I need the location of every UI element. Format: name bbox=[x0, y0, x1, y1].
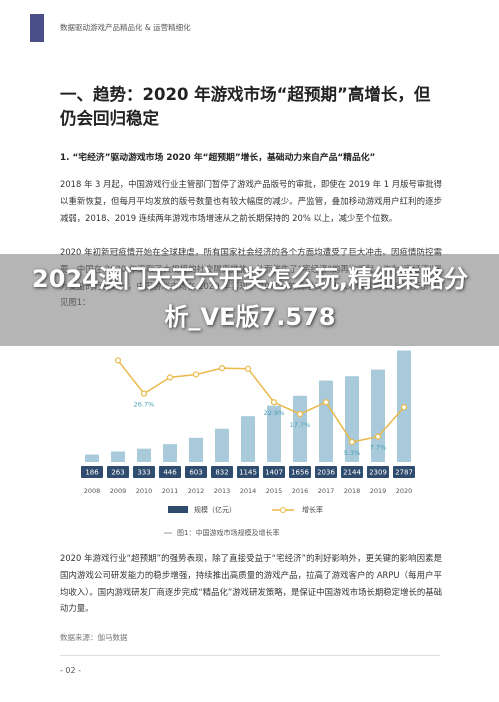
growth-point bbox=[192, 371, 200, 378]
x-tick-label: 2020 bbox=[396, 487, 413, 495]
x-tick-label: 2011 bbox=[162, 487, 179, 495]
growth-label: 17.7% bbox=[290, 421, 311, 429]
growth-label: 22.9% bbox=[264, 409, 285, 417]
value-label: 832 bbox=[215, 469, 228, 477]
value-label: 2787 bbox=[395, 469, 413, 477]
bar bbox=[215, 428, 229, 462]
growth-point bbox=[166, 374, 174, 381]
growth-line bbox=[117, 359, 405, 443]
growth-point bbox=[218, 365, 226, 372]
x-tick-label: 2010 bbox=[136, 487, 153, 495]
x-tick-label: 2009 bbox=[110, 487, 127, 495]
value-label: 263 bbox=[111, 469, 124, 477]
source: 数据来源：伽马数据 bbox=[60, 633, 128, 642]
x-tick-label: 2019 bbox=[370, 487, 387, 495]
banner: 2024澳门天天六开奖怎么玩,精细策略分析_VE版7.578 bbox=[0, 254, 499, 346]
footer-rule bbox=[60, 655, 440, 656]
header-accent bbox=[30, 14, 44, 42]
value-label: 186 bbox=[85, 469, 99, 477]
bar bbox=[267, 405, 281, 462]
legend-label: 规模（亿元） bbox=[194, 505, 236, 514]
x-tick-label: 2008 bbox=[84, 487, 101, 495]
x-tick-label: 2014 bbox=[240, 487, 257, 495]
bar bbox=[163, 444, 177, 462]
bar bbox=[111, 451, 125, 462]
value-label: 1407 bbox=[265, 469, 283, 477]
growth-point bbox=[140, 390, 148, 397]
growth-label: 7.7% bbox=[370, 444, 387, 452]
subheading: 1. “宅经济”驱动游戏市场 2020 年“超预期”增长，基础动力来自产品“精品… bbox=[60, 153, 376, 163]
value-label-box bbox=[81, 466, 103, 478]
value-label-box bbox=[133, 466, 155, 478]
x-tick-label: 2015 bbox=[266, 487, 283, 495]
growth-point bbox=[270, 399, 278, 406]
growth-point bbox=[374, 433, 382, 440]
x-tick-label: 2016 bbox=[292, 487, 309, 495]
bar bbox=[85, 454, 99, 462]
heading: 一、趋势：2020 年游戏市场“超预期”高增长，但仍会回归稳定 bbox=[60, 85, 431, 128]
bar bbox=[319, 380, 333, 462]
bar bbox=[189, 437, 203, 462]
value-label: 1145 bbox=[239, 469, 257, 477]
growth-point bbox=[400, 404, 408, 411]
banner-text: 2024澳门天天六开奖怎么玩,精细策略分析_VE版7.578 bbox=[32, 265, 468, 331]
x-tick-label: 2017 bbox=[318, 487, 335, 495]
value-label-box bbox=[367, 466, 389, 478]
growth-point bbox=[114, 357, 122, 364]
growth-point bbox=[296, 410, 304, 418]
bar bbox=[137, 448, 151, 462]
paragraph: 2018 年 3 月起，中国游戏行业主管部门暂停了游戏产品版号的审批，即使在 2… bbox=[60, 179, 442, 223]
caption: 图1：中国游戏市场规模及增长率 bbox=[177, 528, 279, 537]
value-label: 603 bbox=[189, 469, 202, 477]
legend-label: 增长率 bbox=[302, 505, 323, 514]
paragraph: 2020 年游戏行业“超预期”的强势表现，除了直接受益于“宅经济”的利好影响外，… bbox=[60, 553, 442, 614]
value-label-box bbox=[159, 466, 181, 478]
value-label-box bbox=[315, 466, 337, 478]
growth-point bbox=[348, 438, 356, 446]
value-label-box bbox=[107, 466, 129, 478]
x-tick-label: 2018 bbox=[344, 487, 361, 495]
legend-point bbox=[280, 507, 286, 513]
x-tick-label: 2012 bbox=[188, 487, 205, 495]
x-tick-label: 2013 bbox=[214, 487, 231, 495]
value-label-box bbox=[341, 466, 363, 478]
value-label: 446 bbox=[163, 469, 177, 477]
value-label: 2309 bbox=[369, 469, 387, 477]
growth-label: 5.3% bbox=[344, 449, 361, 457]
value-label-box bbox=[237, 466, 259, 478]
value-label-box bbox=[289, 466, 311, 478]
value-label-box bbox=[211, 466, 233, 478]
value-label-box bbox=[263, 466, 285, 478]
header-title: 数据驱动游戏产品精品化 & 运营精细化 bbox=[60, 23, 191, 32]
value-label: 2036 bbox=[317, 469, 335, 477]
value-label: 2144 bbox=[343, 469, 361, 477]
bar bbox=[371, 369, 385, 462]
legend-swatch bbox=[168, 506, 188, 513]
growth-point bbox=[244, 365, 252, 372]
page-number: - 02 - bbox=[60, 666, 82, 675]
value-label-box bbox=[393, 466, 415, 478]
growth-label: 26.7% bbox=[134, 401, 155, 409]
bar bbox=[241, 416, 255, 462]
value-label: 333 bbox=[137, 469, 150, 477]
value-label-box bbox=[185, 466, 207, 478]
value-label: 1656 bbox=[291, 469, 309, 477]
growth-point bbox=[322, 399, 330, 406]
